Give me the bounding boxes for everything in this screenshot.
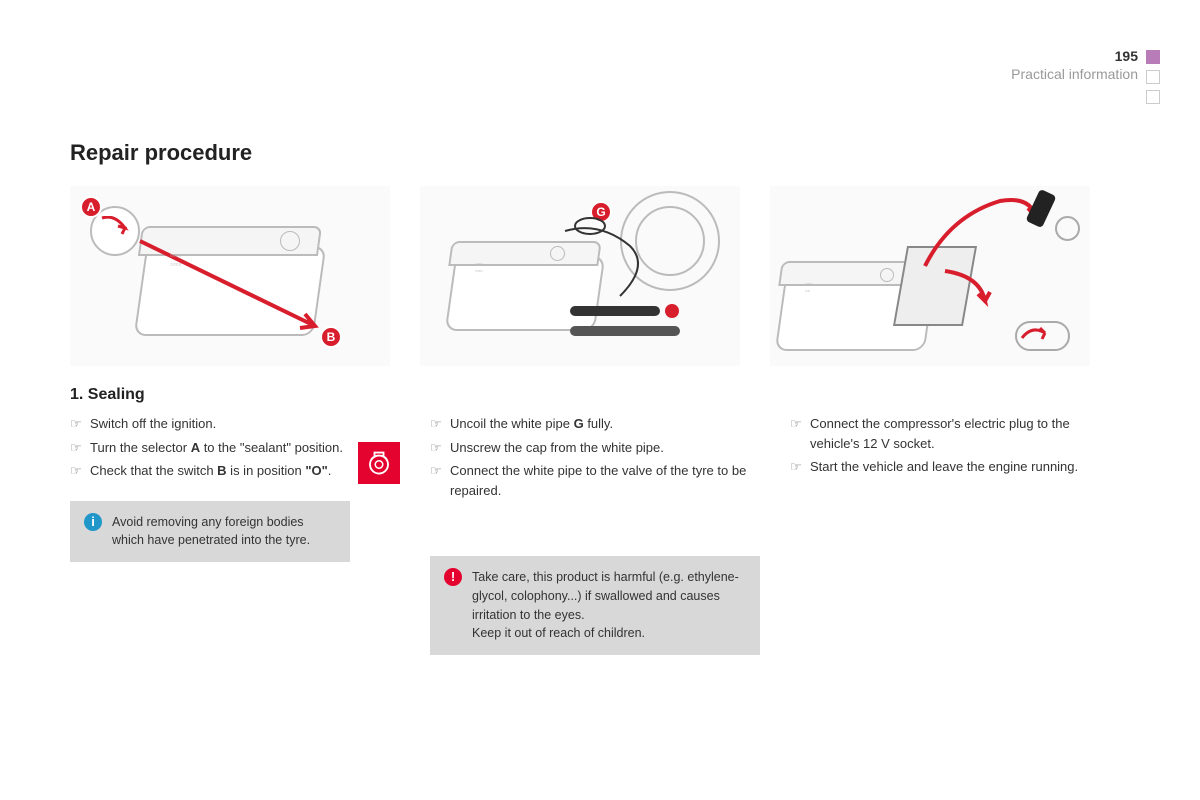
page-header: 195 Practical information: [1011, 48, 1138, 82]
info-text: Take care, this product is harmful (e.g.…: [472, 568, 746, 643]
subtitle: 1. Sealing: [70, 386, 1130, 404]
diagram-row: A B ▫▫▫▫▫▫▫▫ G ▫▫▫▫▫▫: [70, 186, 1130, 366]
column-1: ☞ Switch off the ignition. ☞ Turn the se…: [70, 414, 400, 655]
callout-b: B: [320, 326, 342, 348]
mark-empty-2: [1146, 90, 1160, 104]
mark-filled: [1146, 50, 1160, 64]
sealant-icon: [358, 442, 400, 484]
page-title: Repair procedure: [70, 140, 1130, 166]
instruction: ☞ Connect the compressor's electric plug…: [790, 414, 1120, 453]
bullet-icon: ☞: [430, 438, 450, 458]
bullet-icon: ☞: [790, 414, 810, 453]
bullet-icon: ☞: [70, 414, 90, 434]
page-number: 195: [1115, 48, 1138, 64]
bullet-icon: ☞: [70, 461, 90, 481]
bullet-icon: ☞: [790, 457, 810, 477]
column-3: ☞ Connect the compressor's electric plug…: [790, 414, 1120, 655]
instruction: ☞ Switch off the ignition.: [70, 414, 350, 434]
bullet-icon: ☞: [430, 461, 450, 500]
instruction: ☞ Unscrew the cap from the white pipe.: [430, 438, 760, 458]
instruction: ☞ Check that the switch B is in position…: [70, 461, 350, 481]
instruction: ☞ Start the vehicle and leave the engine…: [790, 457, 1120, 477]
instruction: ☞ Connect the white pipe to the valve of…: [430, 461, 760, 500]
info-icon: i: [84, 513, 102, 531]
section-name: Practical information: [1011, 66, 1138, 82]
diagram-3: ▫▫▫▫▫: [770, 186, 1090, 366]
warning-icon: !: [444, 568, 462, 586]
corner-marks: [1146, 50, 1160, 104]
diagram-1: A B ▫▫▫▫▫▫▫▫: [70, 186, 390, 366]
columns: ☞ Switch off the ignition. ☞ Turn the se…: [70, 414, 1130, 655]
mark-empty-1: [1146, 70, 1160, 84]
bullet-icon: ☞: [430, 414, 450, 434]
bullet-icon: ☞: [70, 438, 90, 458]
info-box-2: ! Take care, this product is harmful (e.…: [430, 556, 760, 655]
instruction: ☞ Turn the selector A to the "sealant" p…: [70, 438, 350, 458]
diagram-2: G ▫▫▫▫▫▫: [420, 186, 740, 366]
column-2: ☞ Uncoil the white pipe G fully. ☞ Unscr…: [430, 414, 760, 655]
callout-a: A: [80, 196, 102, 218]
instruction: ☞ Uncoil the white pipe G fully.: [430, 414, 760, 434]
info-box-1: i Avoid removing any foreign bodies whic…: [70, 501, 350, 563]
info-text: Avoid removing any foreign bodies which …: [112, 513, 336, 551]
